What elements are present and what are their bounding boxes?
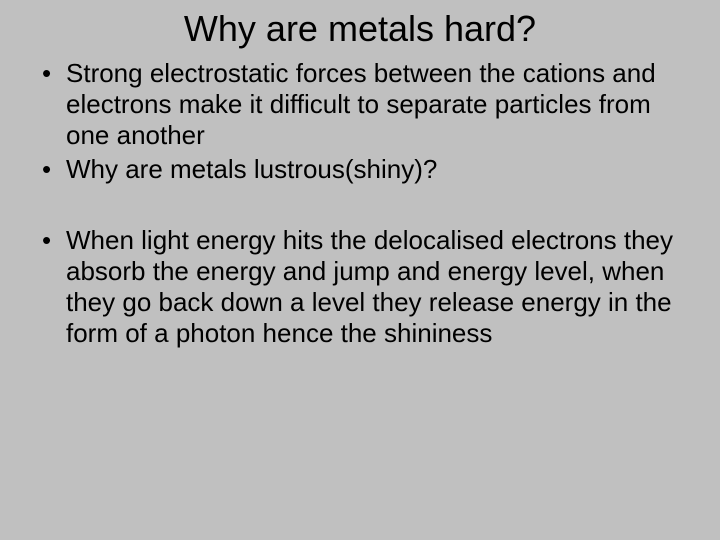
slide-title: Why are metals hard? xyxy=(30,8,690,50)
spacer xyxy=(38,187,690,225)
bullet-list: Strong electrostatic forces between the … xyxy=(30,58,690,350)
bullet-item: Why are metals lustrous(shiny)? xyxy=(38,154,690,185)
slide-container: Why are metals hard? Strong electrostati… xyxy=(0,0,720,540)
bullet-item: When light energy hits the delocalised e… xyxy=(38,225,690,350)
bullet-item: Strong electrostatic forces between the … xyxy=(38,58,690,152)
